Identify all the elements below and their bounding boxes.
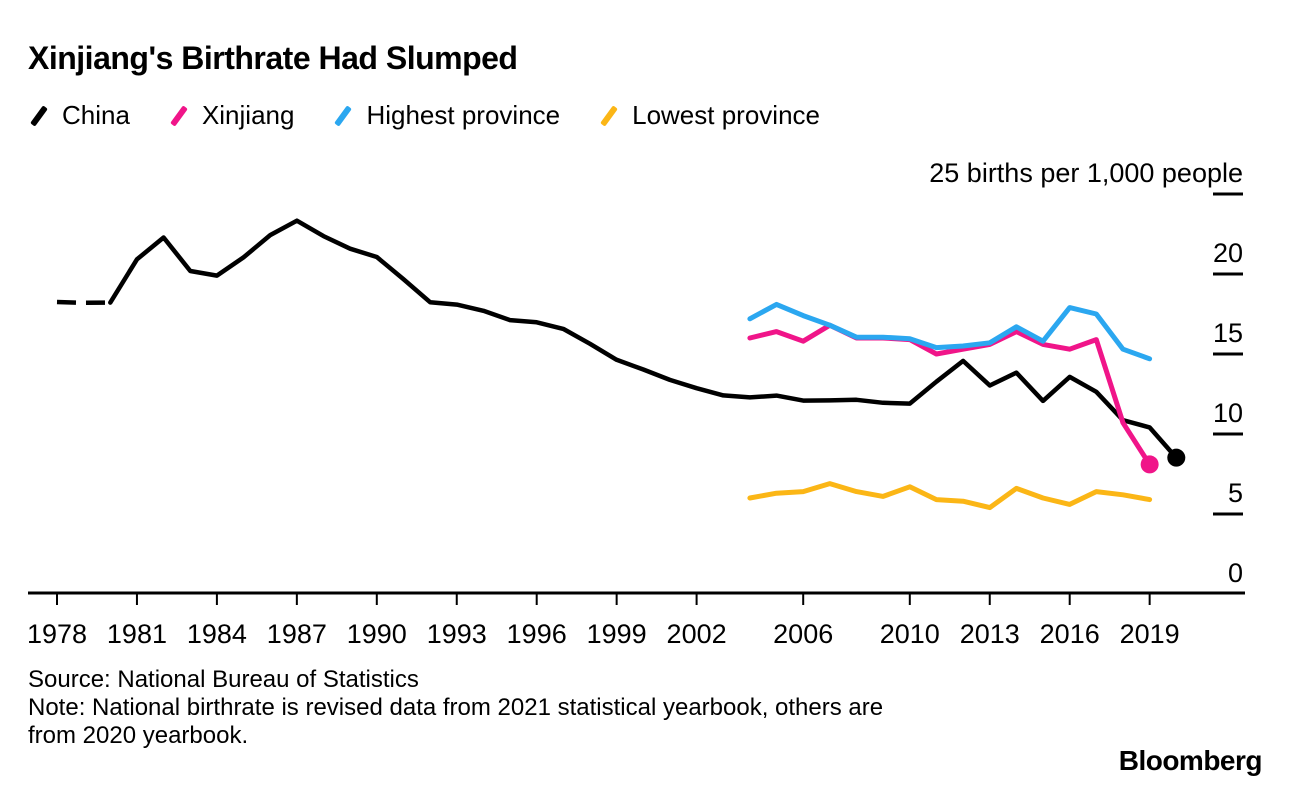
legend: China Xinjiang Highest province Lowest prov… [28, 100, 820, 131]
legend-label: Lowest province [632, 100, 820, 130]
note-text-line-2: from 2020 yearbook. [28, 722, 249, 749]
x-tick-label-2010: 2010 [880, 619, 940, 649]
x-tick-label-2002: 2002 [667, 619, 727, 649]
x-tick-label-1984: 1984 [187, 619, 247, 649]
x-tick-label-2016: 2016 [1040, 619, 1100, 649]
source-text: Source: National Bureau of Statistics [28, 666, 419, 693]
legend-item-xinjiang: Xinjiang [168, 100, 295, 131]
y-tick-label-5: 5 [1228, 478, 1243, 508]
x-tick-label-1987: 1987 [267, 619, 327, 649]
series-line-china [108, 218, 1179, 460]
series-end-dot-china [1167, 448, 1186, 467]
x-tick-label-1993: 1993 [427, 619, 487, 649]
legend-label: Xinjiang [201, 100, 295, 130]
y-tick-label-10: 10 [1213, 398, 1243, 428]
x-tick-label-2013: 2013 [960, 619, 1020, 649]
legend-label: Highest province [366, 100, 561, 130]
x-tick-label-2006: 2006 [773, 619, 833, 649]
y-tick-label-20: 20 [1213, 238, 1243, 268]
x-tick-label-2019: 2019 [1120, 619, 1180, 649]
bloomberg-logo: Bloomberg [1118, 745, 1263, 776]
note-text-line-1: Note: National birthrate is revised data… [28, 694, 884, 721]
legend-item-lowest-province: Lowest province [598, 100, 820, 131]
series-end-dot-xinjiang [1140, 455, 1159, 474]
y-tick-label-25: 25 births per 1,000 people [929, 158, 1243, 188]
x-tick-label-1978: 1978 [27, 619, 87, 649]
y-tick-label-0: 0 [1228, 558, 1243, 588]
series-line-highest-province [747, 301, 1153, 362]
y-tick-label-15: 15 [1213, 318, 1243, 348]
x-tick-label-1996: 1996 [507, 619, 567, 649]
x-tick-label-1981: 1981 [107, 619, 167, 649]
legend-label: China [62, 100, 130, 130]
series-line-china-dashed [56, 299, 111, 306]
legend-item-china: China [28, 100, 130, 131]
x-tick-label-1990: 1990 [347, 619, 407, 649]
x-tick-label-1999: 1999 [587, 619, 647, 649]
legend-item-highest-province: Highest province [332, 100, 560, 131]
chart-title: Xinjiang's Birthrate Had Slumped [28, 40, 518, 76]
series-line-xinjiang [747, 322, 1153, 467]
series-line-lowest-province [747, 481, 1153, 511]
